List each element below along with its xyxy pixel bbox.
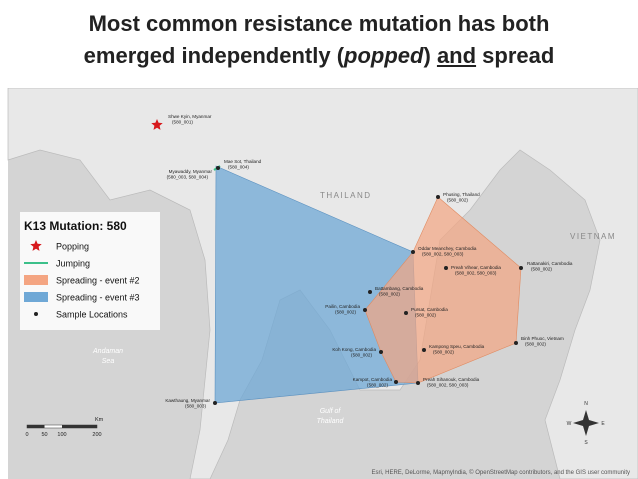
title-line: emerged independently (popped) and sprea… [0,40,638,72]
location-name: Preah Vihear, Cambodia [451,265,501,270]
sample-location [519,266,523,270]
location-name: Kawthaung, Myanmar [165,398,210,403]
popping-star [151,119,163,130]
legend-label: Spreading - event #3 [56,293,140,303]
location-codes: (580_002) [531,267,552,272]
scale-label: 0 [25,432,28,438]
sea-label: Andaman [92,348,123,355]
location-name: Myawaddy, Myanmar [169,169,213,174]
sample-location [213,401,217,405]
location-codes: (580_002) [335,310,356,315]
location-codes: (580_002) [525,342,546,347]
sample-location [368,290,372,294]
legend-label: Spreading - event #2 [56,276,140,286]
scale-label: 100 [57,432,66,438]
location-name: Pailin, Cambodia [325,304,360,309]
location-codes: (580_002) [433,350,454,355]
legend-box [20,212,160,330]
location-codes: (580_002) [447,198,468,203]
scale-unit: Km [95,417,104,423]
attribution: Esri, HERE, DeLorme, MapmyIndia, © OpenS… [371,469,630,476]
location-name: Koh Kong, Cambodia [332,347,376,352]
location-name: Phusing, Thailand [443,192,480,197]
sea-label: Sea [102,358,115,365]
location-codes: (580_004) [228,165,249,170]
legend-label: Jumping [56,259,90,269]
location-codes: (580_002, 580_003) [427,383,469,388]
title-underline: and [436,43,477,68]
compass-rose [573,410,599,436]
legend-label: Popping [56,242,89,252]
legend-symbol [30,240,42,251]
title-line: Most common resistance mutation has both [88,11,550,36]
legend-title: K13 Mutation: 580 [24,219,127,233]
location-name: Kampong Speu, Cambodia [429,344,485,349]
compass-letter: W [567,421,572,427]
sample-location [411,250,415,254]
sample-location [394,380,398,384]
title-italic: popped [344,43,424,68]
location-name: Rattanakiri, Cambodia [527,261,573,266]
title-text: spread [476,43,555,68]
sample-location [216,166,220,170]
location-codes: (580_002) [379,292,400,297]
sample-location [404,311,408,315]
title-text: ) [423,43,437,68]
sample-location [444,266,448,270]
scale-label: 200 [92,432,101,438]
location-name: Battambang, Cambodia [375,286,424,291]
country-label: THAILAND [320,191,372,200]
location-name: Mae Sot, Thailand [224,159,262,164]
location-name: Shwe Kyin, Myanmar [168,114,212,119]
sample-location [422,348,426,352]
compass-letter: N [584,401,588,407]
country-label: VIETNAM [570,232,616,241]
sea [460,400,520,440]
sample-location [416,381,420,385]
scale-bar [27,425,45,428]
location-codes: (580_001) [172,120,193,125]
location-name: Pursat, Cambodia [411,307,448,312]
location-name: Kampot, Cambodia [353,377,393,382]
sample-location [363,308,367,312]
location-codes: (580_002) [415,313,436,318]
sample-location [514,341,518,345]
legend-label: Sample Locations [56,310,128,320]
legend-symbol [34,312,38,316]
compass-letter: E [601,421,605,427]
location-name: Oddar Meanchey, Cambodia [418,246,477,251]
scale-bar [62,425,97,428]
sample-location [436,195,440,199]
legend-symbol [24,275,48,285]
scale-label: 50 [41,432,47,438]
sample-location [379,350,383,354]
location-codes: (580_002, 580_003) [455,271,497,276]
map: THAILAND VIETNAM Andaman Sea Gulf of Thailand… [7,88,638,479]
compass-letter: S [584,440,588,446]
location-codes: (580_003) [185,404,206,409]
sea-label: Gulf of [320,408,342,415]
location-name: Binh Phuoc, Vietnam [521,336,564,341]
location-codes: (580_002, 580_003) [422,252,464,257]
title: Most common resistance mutation has both… [0,8,638,72]
location-codes: (580_002) [367,383,388,388]
sea-label: Thailand [317,418,345,425]
title-text: emerged independently ( [83,43,345,68]
legend-symbol [24,292,48,302]
location-name: Preah Sihanouk, Cambodia [423,377,480,382]
location-codes: (580_003, 580_004) [167,175,209,180]
location-codes: (580_002) [351,353,372,358]
